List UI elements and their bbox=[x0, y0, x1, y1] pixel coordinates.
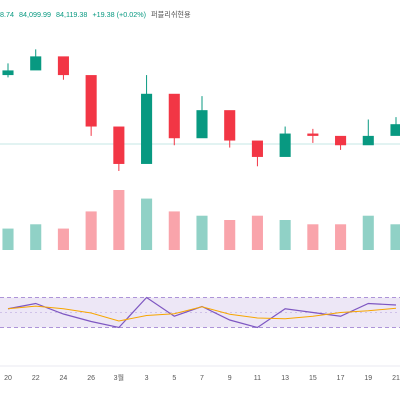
volume-bar bbox=[390, 224, 400, 250]
x-tick-label: 20 bbox=[4, 375, 12, 382]
header-appended-text: 퍼블리쉬현용 bbox=[150, 10, 191, 19]
candle-body bbox=[113, 126, 125, 164]
candle-body bbox=[362, 135, 374, 146]
x-tick-label: 19 bbox=[364, 375, 372, 382]
volume-bar bbox=[307, 224, 319, 250]
candle-body bbox=[251, 140, 263, 157]
candle-body bbox=[307, 133, 319, 136]
header-change: +19.38 (+0.02%) bbox=[92, 10, 146, 19]
candle-body bbox=[168, 93, 180, 139]
volume-bar bbox=[30, 224, 42, 250]
candle-body bbox=[196, 110, 208, 139]
x-tick-label: 9 bbox=[228, 375, 232, 382]
candle-body bbox=[57, 56, 69, 76]
volume-bar bbox=[279, 220, 291, 250]
candle-body bbox=[141, 93, 153, 164]
candle-body bbox=[30, 56, 42, 71]
volume-bar bbox=[168, 211, 180, 250]
x-tick-label: 3월 bbox=[114, 373, 124, 382]
header-avg: 84,119.38 bbox=[55, 10, 88, 19]
candle-body bbox=[390, 124, 400, 136]
price-header: 8.74 84,099.99 84,119.38 +19.38 (+0.02%)… bbox=[0, 10, 191, 24]
candle-body bbox=[2, 70, 14, 76]
candle-body bbox=[224, 110, 236, 141]
volume-bar bbox=[224, 220, 236, 250]
header-close: 84,099.99 bbox=[19, 10, 51, 19]
x-tick-label: 21 bbox=[392, 375, 400, 382]
volume-bar bbox=[2, 228, 14, 250]
volume-bar bbox=[335, 224, 347, 250]
x-tick-label: 13 bbox=[281, 375, 289, 382]
volume-bar bbox=[85, 211, 97, 250]
x-tick-label: 26 bbox=[87, 375, 95, 382]
rsi-ma-line bbox=[7, 305, 397, 322]
candle-body bbox=[85, 75, 97, 127]
header-prefix: 8.74 bbox=[0, 10, 14, 19]
x-tick-label: 15 bbox=[309, 375, 317, 382]
candle-body bbox=[279, 133, 291, 157]
volume-bar bbox=[57, 228, 69, 250]
volume-bar bbox=[251, 215, 263, 250]
volume-bar bbox=[196, 215, 208, 250]
x-tick-label: 17 bbox=[337, 375, 345, 382]
volume-bar bbox=[362, 215, 374, 250]
x-tick-label: 5 bbox=[172, 375, 176, 382]
volume-bar bbox=[113, 190, 125, 250]
volume-bar bbox=[141, 198, 153, 250]
x-tick-label: 7 bbox=[200, 375, 204, 382]
x-tick-label: 24 bbox=[60, 375, 68, 382]
x-tick-label: 11 bbox=[254, 375, 261, 382]
x-tick-label: 22 bbox=[32, 375, 40, 382]
candle-body bbox=[335, 135, 347, 146]
x-tick-label: 3 bbox=[145, 375, 149, 382]
